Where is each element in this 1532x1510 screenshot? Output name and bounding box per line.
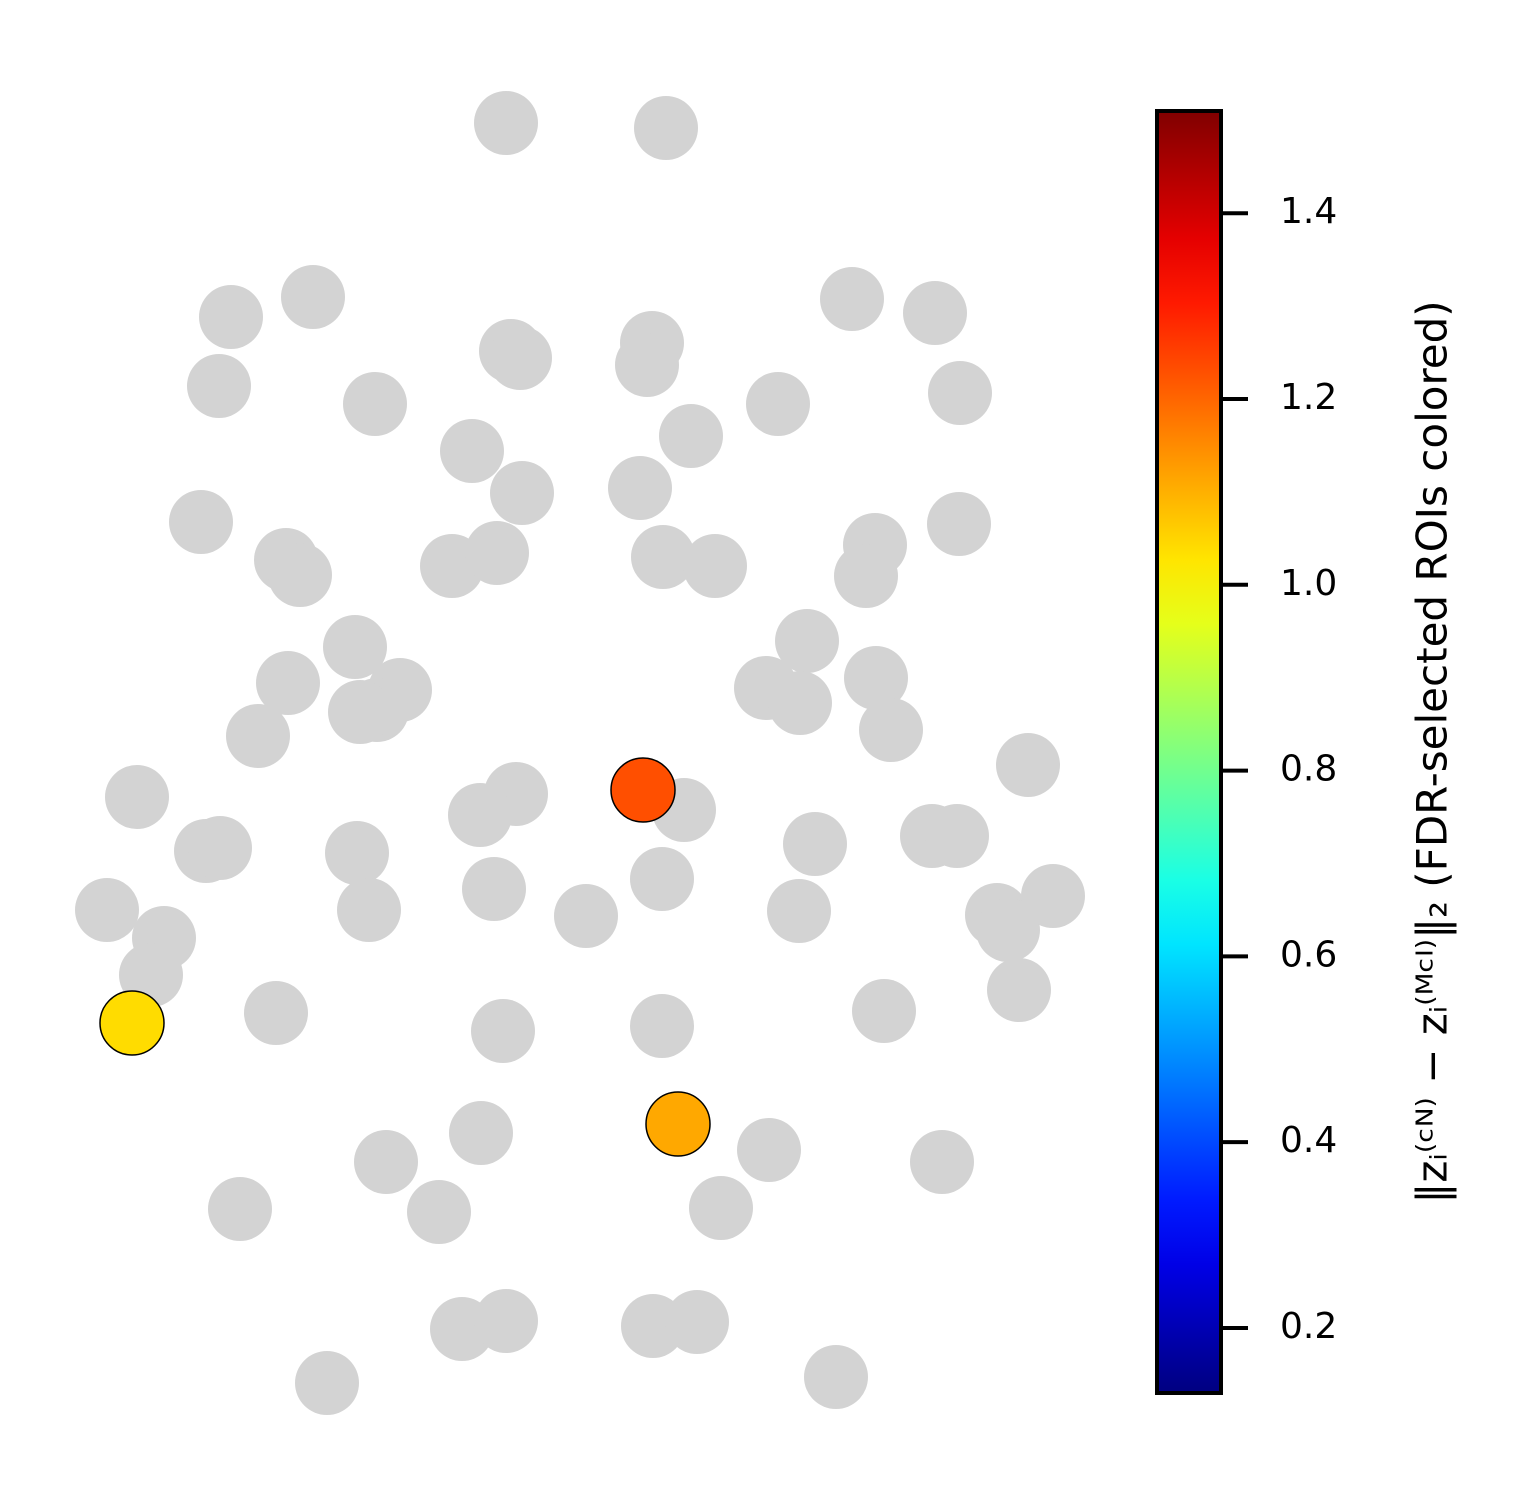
scatter-point — [910, 1130, 974, 1194]
colorbar-tick-label: 0.6 — [1280, 934, 1337, 975]
scatter-point — [226, 704, 290, 768]
scatter-point — [1021, 864, 1085, 928]
scatter-point — [804, 1345, 868, 1409]
scatter-point — [449, 1101, 513, 1165]
scatter-point — [325, 821, 389, 885]
scatter-point — [328, 680, 392, 744]
scatter-point — [608, 456, 672, 520]
scatter-point — [471, 999, 535, 1063]
scatter-point — [256, 651, 320, 715]
scatter-point — [354, 1130, 418, 1194]
colorbar-tick-label: 0.2 — [1280, 1306, 1337, 1347]
scatter-point — [859, 698, 923, 762]
scatter-point — [927, 492, 991, 556]
scatter-point — [295, 1351, 359, 1415]
scatter-point — [554, 884, 618, 948]
colorbar-tick-label: 0.4 — [1280, 1120, 1337, 1161]
colorbar-tick-label: 1.0 — [1280, 563, 1337, 604]
colorbar — [1155, 109, 1223, 1395]
colorbar-tick-label: 1.4 — [1280, 191, 1337, 232]
scatter-point — [488, 326, 552, 390]
scatter-point — [987, 958, 1051, 1022]
scatter-point — [448, 783, 512, 847]
scatter-point — [187, 354, 251, 418]
scatter-point — [852, 979, 916, 1043]
scatter-point — [208, 1177, 272, 1241]
scatter-point — [928, 361, 992, 425]
scatter-point — [631, 525, 695, 589]
scatter-point — [683, 534, 747, 598]
scatter-point — [244, 981, 308, 1045]
scatter-point — [775, 609, 839, 673]
scatter-point — [268, 543, 332, 607]
colorbar-tick-label: 0.8 — [1280, 749, 1337, 790]
scatter-point — [665, 1290, 729, 1354]
scatter-point — [834, 544, 898, 608]
scatter-point — [169, 490, 233, 554]
scatter-point — [783, 812, 847, 876]
scatter-point — [490, 461, 554, 525]
scatter-point — [188, 816, 252, 880]
scatter-point — [737, 1118, 801, 1182]
scatter-point — [75, 878, 139, 942]
scatter-point — [925, 804, 989, 868]
scatter-point — [768, 671, 832, 735]
scatter-point — [465, 521, 529, 585]
scatter-point — [105, 765, 169, 829]
scatter-point — [440, 419, 504, 483]
scatter-point — [689, 1176, 753, 1240]
scatter-point — [645, 1091, 711, 1157]
colorbar-label: ‖zᵢ⁽ᶜᴺ⁾ − zᵢ⁽ᴹᶜᴵ⁾‖₂ (FDR-selected ROIs c… — [1408, 300, 1457, 1203]
scatter-point — [976, 898, 1040, 962]
scatter-point — [99, 990, 165, 1056]
scatter-point — [844, 646, 908, 710]
scatter-point — [199, 285, 263, 349]
scatter-point — [610, 757, 676, 823]
scatter-point — [462, 857, 526, 921]
scatter-point — [343, 372, 407, 436]
scatter-point — [615, 333, 679, 397]
scatter-point — [323, 615, 387, 679]
scatter-point — [820, 267, 884, 331]
scatter-point — [337, 878, 401, 942]
scatter-point — [634, 96, 698, 160]
scatter-point — [407, 1180, 471, 1244]
scatter-point — [630, 847, 694, 911]
colorbar-tick-label: 1.2 — [1280, 377, 1337, 418]
scatter-point — [659, 404, 723, 468]
scatter-point — [767, 879, 831, 943]
scatter-point — [996, 733, 1060, 797]
scatter-point — [474, 1289, 538, 1353]
scatter-point — [474, 91, 538, 155]
scatter-point — [630, 994, 694, 1058]
scatter-point — [746, 372, 810, 436]
scatter-point — [903, 281, 967, 345]
scatter-point — [281, 265, 345, 329]
